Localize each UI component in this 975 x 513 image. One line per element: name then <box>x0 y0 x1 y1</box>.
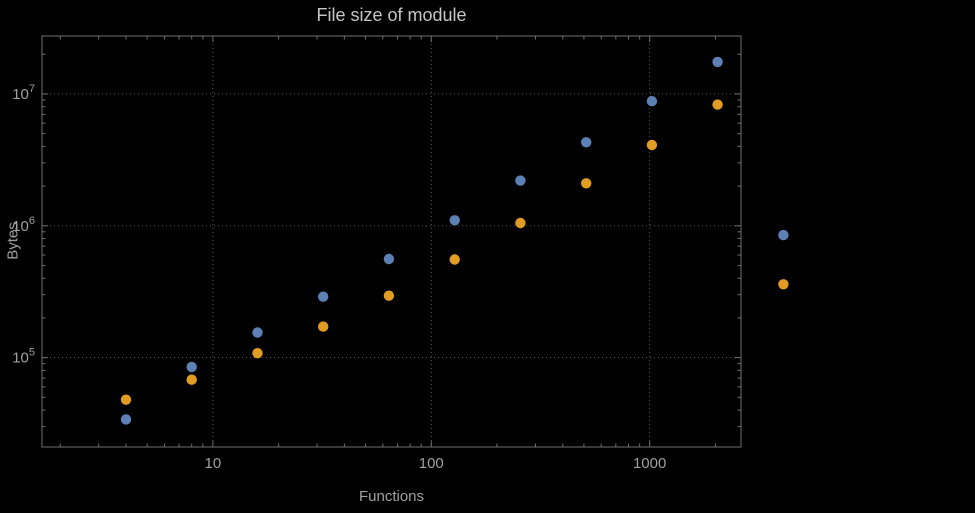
x-tick-label: 10 <box>205 455 222 472</box>
data-point-orange <box>646 139 658 151</box>
data-point-blue <box>318 291 329 302</box>
data-point-orange <box>120 394 132 405</box>
data-point-orange <box>449 254 460 265</box>
y-tick-label: 105 <box>12 347 35 367</box>
data-point-orange <box>712 99 723 110</box>
data-point-orange <box>383 290 395 301</box>
data-point-blue <box>252 327 263 338</box>
x-tick-label: 1000 <box>633 455 666 472</box>
data-point-blue <box>383 253 395 265</box>
data-point-orange <box>318 321 329 332</box>
data-point-orange <box>252 348 263 359</box>
y-tick-label: 107 <box>12 83 35 103</box>
plot-frame <box>41 35 742 448</box>
data-point-blue <box>120 414 132 425</box>
data-point-blue <box>778 229 789 241</box>
data-point-blue <box>581 137 592 148</box>
data-point-blue <box>646 96 658 107</box>
x-axis-label: Functions <box>358 488 425 505</box>
chart-title: File size of module <box>316 5 467 25</box>
data-point-orange <box>515 217 526 229</box>
data-point-blue <box>186 361 197 373</box>
x-tick-label: 100 <box>419 455 444 472</box>
data-point-orange <box>581 178 592 189</box>
y-axis-label: Bytes <box>4 222 22 260</box>
data-point-blue <box>712 56 723 68</box>
data-point-orange <box>778 279 789 290</box>
y-tick-label: 106 <box>12 215 35 235</box>
data-point-orange <box>186 374 197 385</box>
data-point-blue <box>449 215 460 226</box>
data-point-blue <box>515 175 526 186</box>
